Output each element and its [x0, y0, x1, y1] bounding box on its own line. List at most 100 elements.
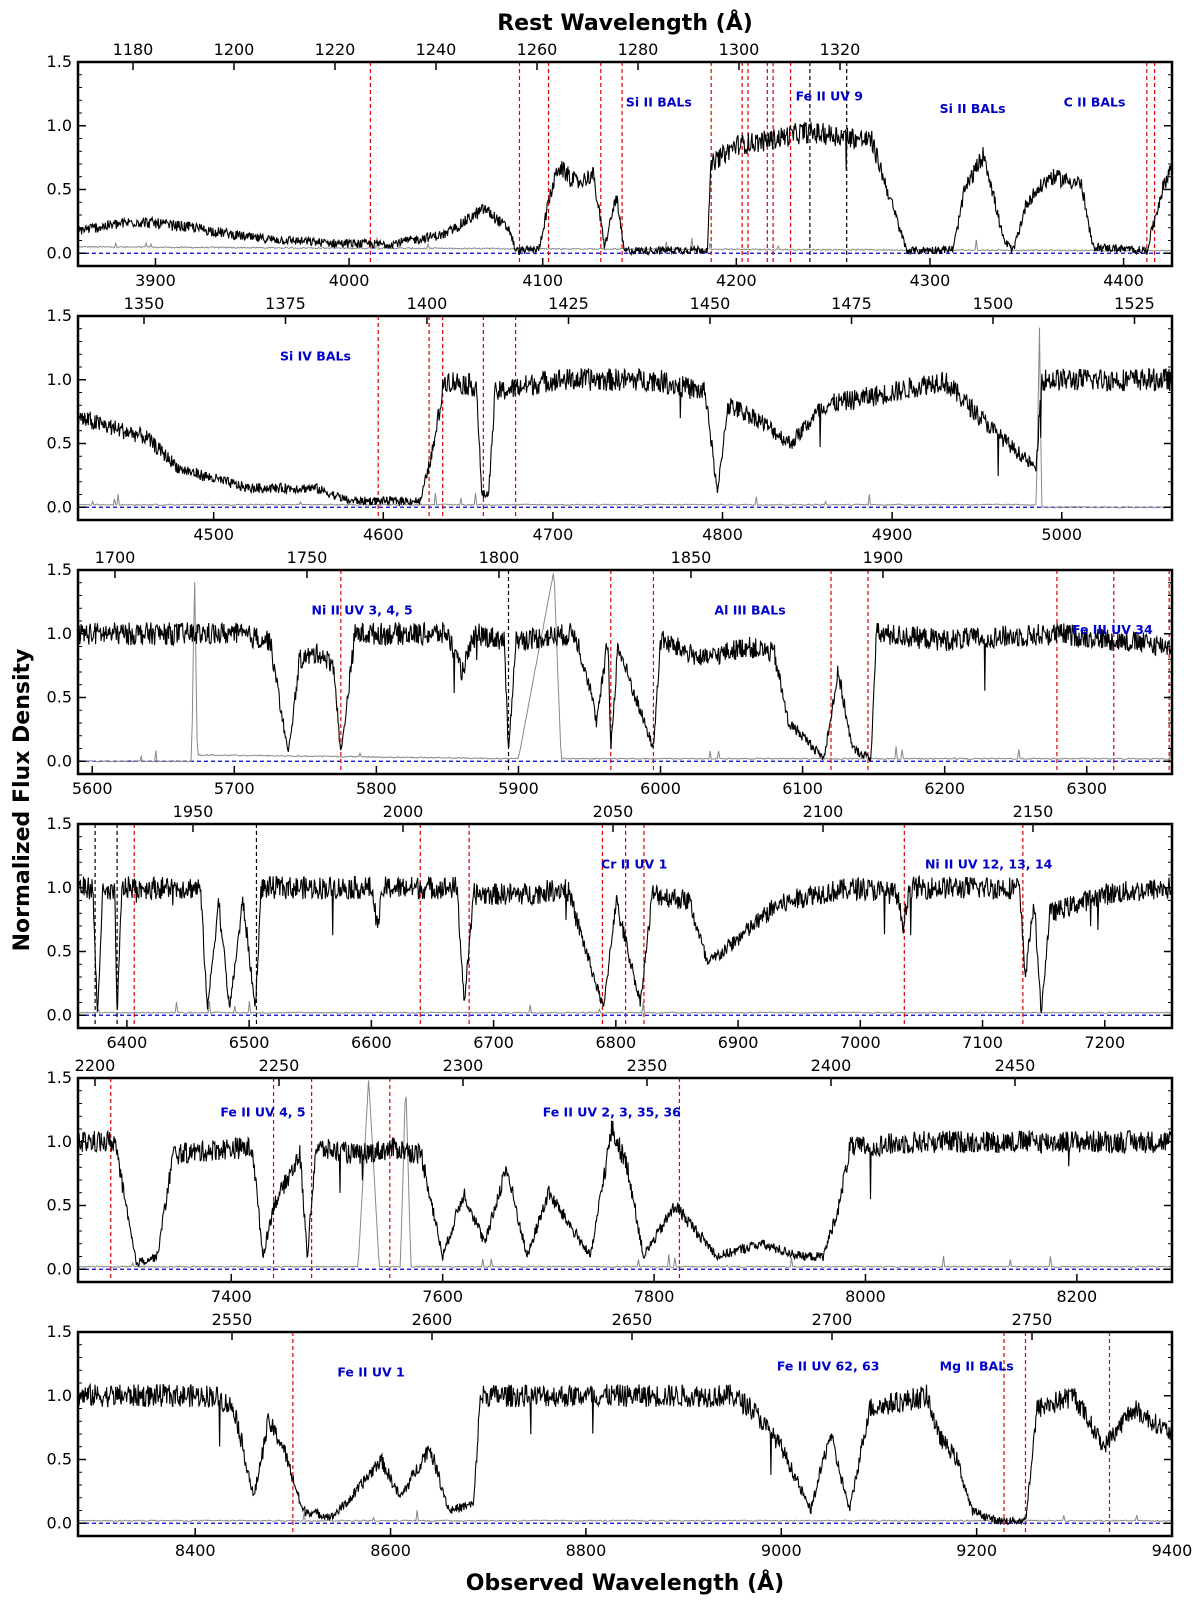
observed-tick-label: 4400 [1103, 271, 1144, 290]
line-annotation: Si IV BALs [280, 349, 351, 364]
y-tick-label: 0.5 [47, 1450, 72, 1469]
flux-density-title: Normalized Flux Density [10, 649, 35, 952]
line-annotation: Fe II UV 62, 63 [777, 1358, 880, 1373]
rest-tick-label: 1350 [124, 294, 165, 313]
y-tick-label: 0.5 [47, 1196, 72, 1215]
observed-tick-label: 4200 [716, 271, 757, 290]
observed-tick-label: 7200 [1084, 1033, 1125, 1052]
y-tick-label: 0.5 [47, 942, 72, 961]
line-annotation: Ni II UV 3, 4, 5 [312, 603, 413, 618]
line-annotation: Fe II UV 4, 5 [220, 1104, 305, 1119]
observed-tick-label: 6200 [924, 779, 965, 798]
observed-tick-label: 7800 [634, 1287, 675, 1306]
rest-tick-label: 1850 [671, 548, 712, 567]
observed-tick-label: 7100 [962, 1033, 1003, 1052]
spectrum-panel-5: 0.0 0.5 1.0 1.5 7400 7600 7800 8000 8200 2200 2250… [47, 1056, 1174, 1306]
line-annotation: Fe II UV 2, 3, 35, 36 [543, 1104, 681, 1119]
flux-spectrum [78, 874, 1172, 1013]
y-tick-label: 0.0 [47, 751, 72, 770]
rest-tick-label: 1700 [95, 548, 136, 567]
rest-tick-label: 2750 [1012, 1310, 1053, 1329]
line-annotation: Si II BALs [626, 95, 692, 110]
panel-frame [76, 822, 1174, 1030]
line-annotation: Fe III UV 34 [1072, 622, 1153, 637]
rest-tick-label: 1300 [719, 40, 760, 59]
rest-tick-label: 1280 [618, 40, 659, 59]
observed-tick-label: 5000 [1041, 525, 1082, 544]
observed-tick-label: 6100 [782, 779, 823, 798]
spectrum-panel-1: 0.0 0.5 1.0 1.5 3900 4000 4100 4200 4300 4400 1180… [47, 40, 1174, 290]
observed-tick-label: 4600 [363, 525, 404, 544]
rest-tick-label: 1500 [973, 294, 1014, 313]
y-tick-label: 0.5 [47, 434, 72, 453]
rest-tick-label: 2650 [612, 1310, 653, 1329]
rest-tick-label: 1240 [416, 40, 457, 59]
rest-tick-label: 1800 [479, 548, 520, 567]
observed-tick-label: 8400 [175, 1541, 216, 1560]
observed-tick-label: 7600 [422, 1287, 463, 1306]
y-tick-label: 0.0 [47, 1513, 72, 1532]
rest-tick-label: 2000 [383, 802, 424, 821]
rest-tick-label: 2700 [812, 1310, 853, 1329]
y-tick-label: 1.0 [47, 370, 72, 389]
flux-spectrum [78, 622, 1172, 762]
y-tick-label: 1.5 [47, 1068, 72, 1087]
line-annotation: Ni II UV 12, 13, 14 [925, 857, 1053, 872]
rest-tick-label: 1220 [315, 40, 356, 59]
observed-tick-label: 9200 [956, 1541, 997, 1560]
observed-wavelength-title: Observed Wavelength (Å) [466, 1570, 784, 1596]
observed-tick-label: 6700 [473, 1033, 514, 1052]
observed-tick-label: 7000 [840, 1033, 881, 1052]
rest-tick-label: 1750 [287, 548, 328, 567]
line-annotation: Fe II UV 9 [796, 88, 863, 103]
line-annotation: Al III BALs [714, 603, 785, 618]
flux-spectrum [78, 367, 1172, 507]
observed-tick-label: 8800 [566, 1541, 607, 1560]
spectrum-panels: 0.0 0.5 1.0 1.5 3900 4000 4100 4200 4300 4400 1180… [47, 40, 1193, 1560]
rest-wavelength-title: Rest Wavelength (Å) [497, 10, 753, 36]
observed-tick-label: 7400 [211, 1287, 252, 1306]
line-annotation: Si II BALs [940, 101, 1006, 116]
observed-tick-label: 6300 [1066, 779, 1107, 798]
rest-tick-label: 2100 [803, 802, 844, 821]
rest-tick-label: 2450 [995, 1056, 1036, 1075]
observed-tick-label: 5800 [356, 779, 397, 798]
rest-tick-label: 1900 [863, 548, 904, 567]
rest-tick-label: 2200 [75, 1056, 116, 1075]
observed-tick-label: 6000 [640, 779, 681, 798]
y-tick-label: 1.5 [47, 560, 72, 579]
y-tick-label: 1.0 [47, 1386, 72, 1405]
spectrum-panel-3: 0.0 0.5 1.0 1.5 5600 5700 5800 5900 6000 6100 6200… [47, 548, 1174, 798]
rest-tick-label: 2050 [593, 802, 634, 821]
observed-tick-label: 4300 [910, 271, 951, 290]
line-annotation: C II BALs [1064, 95, 1126, 110]
observed-tick-label: 6800 [595, 1033, 636, 1052]
observed-tick-label: 6500 [229, 1033, 270, 1052]
spectrum-panel-6: 0.0 0.5 1.0 1.5 8400 8600 8800 9000 9200 9400 2550… [47, 1310, 1193, 1560]
noise-spectrum [78, 573, 1172, 763]
rest-tick-label: 1180 [113, 40, 154, 59]
y-tick-label: 0.5 [47, 688, 72, 707]
observed-tick-label: 4000 [329, 271, 370, 290]
observed-tick-label: 4700 [533, 525, 574, 544]
observed-tick-label: 5700 [214, 779, 255, 798]
observed-tick-label: 6900 [718, 1033, 759, 1052]
rest-tick-label: 1200 [214, 40, 255, 59]
noise-spectrum [78, 327, 1172, 509]
y-tick-label: 1.0 [47, 116, 72, 135]
y-tick-label: 0.0 [47, 243, 72, 262]
flux-spectrum [78, 1120, 1172, 1267]
observed-tick-label: 5600 [72, 779, 113, 798]
rest-tick-label: 1525 [1114, 294, 1155, 313]
y-tick-label: 0.5 [47, 180, 72, 199]
flux-spectrum [78, 122, 1172, 257]
line-annotation: Mg II BALs [940, 1358, 1014, 1373]
observed-tick-label: 9000 [761, 1541, 802, 1560]
spectrum-panel-4: 0.0 0.5 1.0 1.5 6400 6500 6600 6700 6800 6900 7000… [47, 802, 1174, 1052]
noise-spectrum [78, 1510, 1172, 1523]
noise-spectrum [78, 1000, 1172, 1015]
y-tick-label: 1.5 [47, 1322, 72, 1341]
y-tick-label: 0.0 [47, 1005, 72, 1024]
line-annotation: Fe II UV 1 [337, 1365, 404, 1380]
